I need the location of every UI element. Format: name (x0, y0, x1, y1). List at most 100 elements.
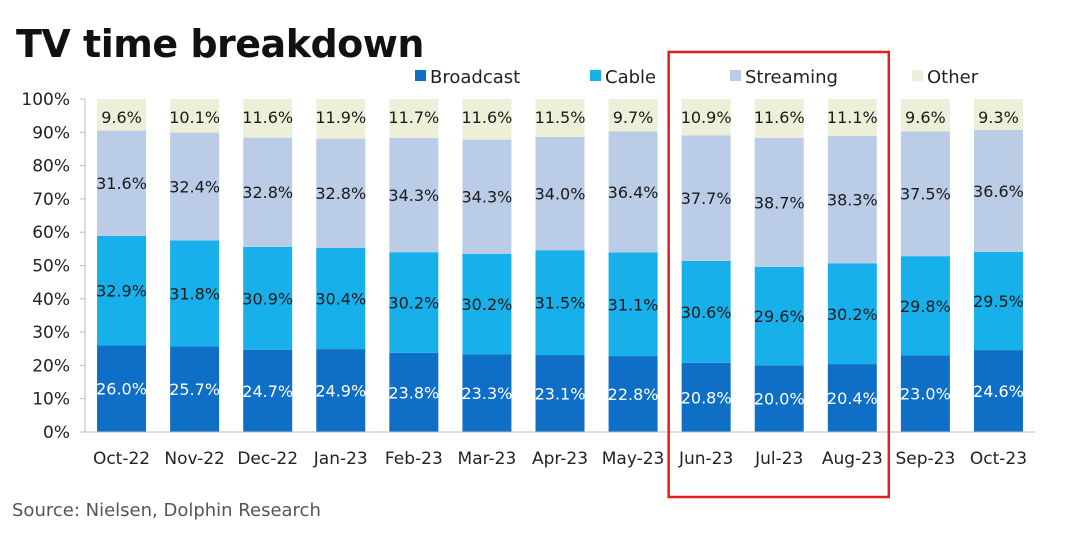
bar-other (97, 99, 147, 131)
data-label: 29.5% (973, 292, 1024, 311)
data-label: 31.6% (96, 174, 147, 193)
bar-broadcast (681, 362, 731, 432)
bar-cable (900, 256, 950, 356)
y-tick-label: 0% (43, 423, 70, 443)
x-tick-label: Oct-23 (970, 449, 1027, 469)
bar-broadcast (900, 355, 950, 432)
data-label: 37.7% (681, 189, 732, 208)
bar-other (535, 99, 585, 137)
x-axis: Oct-22 Nov-22 Dec-22 Jan-23 Feb-23 Mar-23 Apr-… (85, 431, 1035, 469)
y-tick-label: 30% (32, 323, 70, 343)
bar-streaming (754, 137, 804, 267)
data-label: 11.6% (462, 108, 513, 127)
x-tick-label: Nov-22 (164, 449, 225, 469)
data-label: 9.7% (613, 108, 654, 127)
bar-cable (754, 266, 804, 366)
bar-streaming (681, 135, 731, 261)
bar-streaming (316, 138, 366, 248)
bar-cable (170, 240, 220, 347)
bar-broadcast (754, 365, 804, 432)
x-tick-label: Jul-23 (754, 449, 803, 469)
legend-swatch-streaming (730, 70, 741, 81)
bar-cable (608, 252, 658, 357)
source-note: Source: Nielsen, Dolphin Research (12, 500, 321, 521)
legend-label-cable: Cable (605, 67, 656, 88)
data-label: 36.6% (973, 182, 1024, 201)
bar-streaming (97, 130, 147, 236)
data-label: 30.2% (388, 293, 439, 312)
bar-streaming (973, 129, 1023, 252)
x-tick-label: Apr-23 (532, 449, 588, 469)
y-tick-label: 70% (32, 190, 70, 210)
bar-streaming (900, 131, 950, 257)
x-tick-label: Jan-23 (313, 449, 368, 469)
bar-other (681, 99, 731, 136)
bar-broadcast (535, 355, 585, 432)
data-label: 29.6% (754, 307, 805, 326)
data-label: 30.6% (681, 303, 732, 322)
y-tick-label: 80% (32, 157, 70, 177)
bar-broadcast (608, 356, 658, 432)
data-label: 30.9% (242, 289, 293, 308)
y-tick-label: 10% (32, 390, 70, 410)
x-tick-label: Oct-22 (93, 449, 150, 469)
data-label: 38.3% (827, 191, 878, 210)
data-label: 31.1% (608, 295, 659, 314)
data-label: 30.2% (827, 305, 878, 324)
bar-broadcast (973, 350, 1023, 432)
bar-cable (243, 246, 293, 350)
data-label: 11.9% (315, 108, 366, 127)
data-label: 9.3% (978, 108, 1019, 127)
data-label: 23.3% (462, 384, 513, 403)
x-tick-label: Feb-23 (385, 449, 443, 469)
bar-streaming (243, 137, 293, 247)
data-label: 9.6% (905, 108, 946, 127)
data-label: 38.7% (754, 193, 805, 212)
data-label: 31.5% (535, 294, 586, 313)
bar-other (243, 99, 293, 138)
highlight-box (667, 50, 891, 499)
bar-other (462, 99, 512, 140)
bar-streaming (608, 131, 658, 253)
bar-broadcast (316, 349, 366, 432)
data-label: 23.1% (535, 385, 586, 404)
data-label: 36.4% (608, 183, 659, 202)
data-label: 29.8% (900, 297, 951, 316)
bar-other (170, 99, 220, 133)
bar-streaming (170, 132, 220, 241)
y-tick-label: 60% (32, 223, 70, 243)
y-tick-label: 20% (32, 356, 70, 376)
data-label: 20.4% (827, 389, 878, 408)
bar-cable (97, 235, 147, 346)
data-label: 26.0% (96, 380, 147, 399)
data-label: 32.8% (315, 184, 366, 203)
bar-streaming (827, 135, 877, 264)
bar-cable (462, 253, 512, 355)
data-label: 30.2% (462, 295, 513, 314)
bar-cable (535, 250, 585, 356)
y-tick-label: 90% (32, 123, 70, 143)
data-label: 11.7% (388, 108, 439, 127)
data-label: 32.4% (169, 178, 220, 197)
legend-label-other: Other (927, 67, 979, 88)
data-label: 37.5% (900, 185, 951, 204)
bar-broadcast (827, 364, 877, 432)
x-tick-label: May-23 (602, 449, 665, 469)
bar-cable (389, 252, 439, 353)
data-label: 20.0% (754, 390, 805, 409)
bar-streaming (462, 139, 512, 254)
data-label: 30.4% (315, 289, 366, 308)
highlight-rect (667, 50, 891, 499)
data-label: 24.6% (973, 382, 1024, 401)
bar-broadcast (243, 349, 293, 432)
data-label: 20.8% (681, 388, 732, 407)
data-label: 10.9% (681, 108, 732, 127)
legend-label-streaming: Streaming (745, 67, 838, 88)
data-label: 22.8% (608, 385, 659, 404)
data-label: 11.6% (242, 108, 293, 127)
data-label: 34.3% (388, 186, 439, 205)
data-label: 34.3% (462, 188, 513, 207)
chart-title: TV time breakdown (16, 22, 424, 66)
legend-swatch-broadcast (415, 70, 426, 81)
